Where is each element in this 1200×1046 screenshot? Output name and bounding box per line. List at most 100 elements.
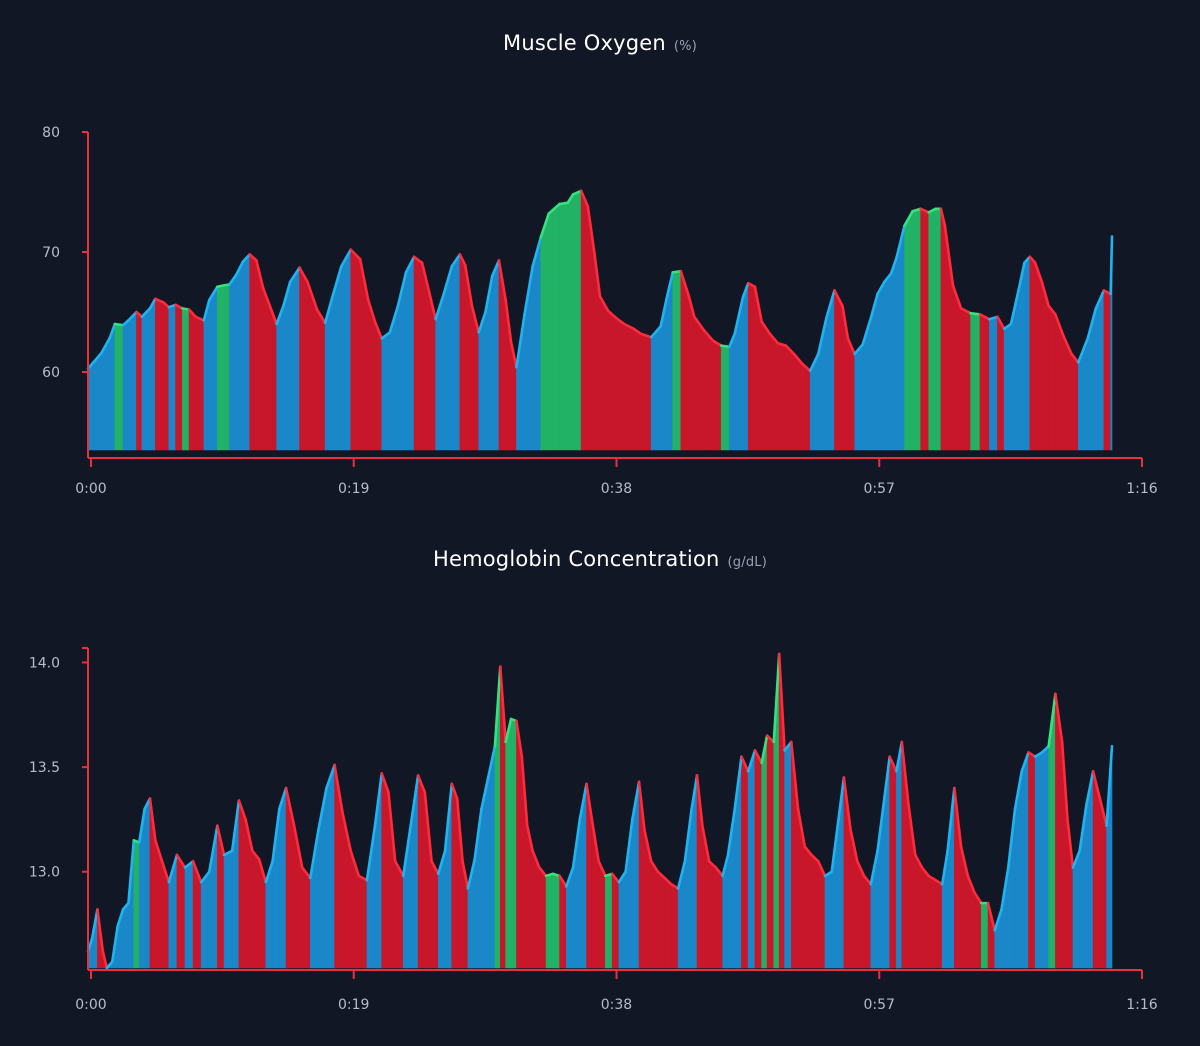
series-line-segment <box>1070 352 1080 364</box>
area-segment <box>133 839 140 969</box>
area-segment <box>671 883 679 969</box>
series-line-segment <box>649 325 662 339</box>
x-tick-label: 0:19 <box>338 481 369 497</box>
area-segment <box>539 866 547 969</box>
series-line-segment <box>175 853 187 869</box>
series-line-segment <box>846 337 856 356</box>
series-line-segment <box>408 774 420 832</box>
series-line-segment <box>470 304 481 334</box>
series-line-segment <box>586 205 596 256</box>
series-line-segment <box>393 859 405 878</box>
series-line-segment <box>450 253 462 268</box>
area-segment <box>766 735 775 969</box>
series-line-segment <box>282 280 292 308</box>
series-line-group <box>86 652 1114 970</box>
area-segment <box>811 854 819 969</box>
series-line-segment <box>1006 807 1017 869</box>
series-line-segment <box>183 859 195 869</box>
x-tick-label: 0:19 <box>338 997 369 1013</box>
series-line-segment <box>1023 255 1032 265</box>
series-line-segment <box>1033 261 1044 284</box>
series-line-segment <box>733 296 745 335</box>
series-line-segment <box>617 870 627 884</box>
series-line-segment <box>830 818 840 874</box>
series-line-segment <box>493 665 502 748</box>
series-line-segment <box>116 908 125 928</box>
y-tick-label: 60 <box>42 365 60 381</box>
series-line-segment <box>288 266 301 284</box>
area-segment <box>451 783 458 969</box>
series-line-segment <box>721 853 730 878</box>
series-line-segment <box>257 857 268 884</box>
series-line-segment <box>275 304 285 326</box>
series-line-segment <box>477 310 487 334</box>
series-line-segment <box>598 295 610 313</box>
series-line-segment <box>690 774 699 811</box>
series-line-segment <box>753 285 763 323</box>
series-line-segment <box>298 266 309 284</box>
series-line-segment <box>234 260 245 277</box>
series-line-segment <box>693 315 706 332</box>
area-segment <box>417 775 426 969</box>
series-line-segment <box>490 259 501 278</box>
series-line-segment <box>940 849 949 886</box>
series-line-segment <box>148 797 157 842</box>
series-line-segment <box>825 289 836 320</box>
series-line-segment <box>443 782 454 853</box>
y-tick-label: 70 <box>42 245 60 261</box>
series-line-segment <box>695 774 704 827</box>
series-line-segment <box>777 652 786 752</box>
series-line-segment <box>284 786 296 827</box>
series-line-segment <box>1062 334 1073 356</box>
series-line-segment <box>207 285 219 302</box>
y-tick-label: 80 <box>42 125 60 141</box>
series-line-segment <box>726 807 737 857</box>
muscle-oxygen-chart: 60 70 80 0:00 0:19 0:38 0:57 1:16 <box>42 125 1158 497</box>
series-line-segment <box>105 960 114 970</box>
series-line-segment <box>966 874 976 894</box>
series-line-segment <box>515 719 524 758</box>
series-line-segment <box>714 866 724 878</box>
series-line-segment <box>666 271 675 297</box>
series-line-segment <box>420 261 432 298</box>
area-segment <box>252 849 260 969</box>
chart-unit: (%) <box>673 39 697 54</box>
area-segment <box>394 861 404 969</box>
series-line-segment <box>876 797 886 853</box>
series-line-segment <box>373 320 384 340</box>
series-line-segment <box>480 776 490 811</box>
series-line-segment <box>882 272 893 284</box>
series-line-segment <box>719 344 731 349</box>
series-line-segment <box>292 824 304 869</box>
series-line-segment <box>606 309 618 320</box>
series-line-group <box>86 189 1114 373</box>
area-segment <box>122 902 129 969</box>
series-line-segment <box>895 224 906 260</box>
area-segment <box>605 873 613 969</box>
series-line-segment <box>167 853 179 884</box>
area-segment <box>935 879 943 969</box>
series-line-segment <box>1028 255 1037 265</box>
series-line-segment <box>1091 769 1102 800</box>
series-line-segment <box>531 236 543 268</box>
x-tick-label: 0:57 <box>864 481 895 497</box>
series-line-segment <box>610 872 621 884</box>
series-line-segment <box>325 763 336 790</box>
x-tick-label: 1:16 <box>1126 481 1158 497</box>
series-line-segment <box>663 876 673 886</box>
area-segment <box>532 850 540 969</box>
area-segment <box>184 860 194 969</box>
area-segment <box>747 750 756 969</box>
series-line-segment <box>380 331 392 340</box>
x-tick-label: 0:00 <box>75 481 106 497</box>
series-line-segment <box>988 315 999 321</box>
series-line-segment <box>278 786 288 811</box>
series-line-segment <box>585 782 594 821</box>
series-line-segment <box>251 849 261 861</box>
series-line-segment <box>1086 307 1098 340</box>
series-line-segment <box>973 891 983 905</box>
series-line-segment <box>202 298 211 322</box>
series-line-segment <box>137 807 146 844</box>
series-line-segment <box>401 828 412 878</box>
series-line-segment <box>746 749 757 773</box>
